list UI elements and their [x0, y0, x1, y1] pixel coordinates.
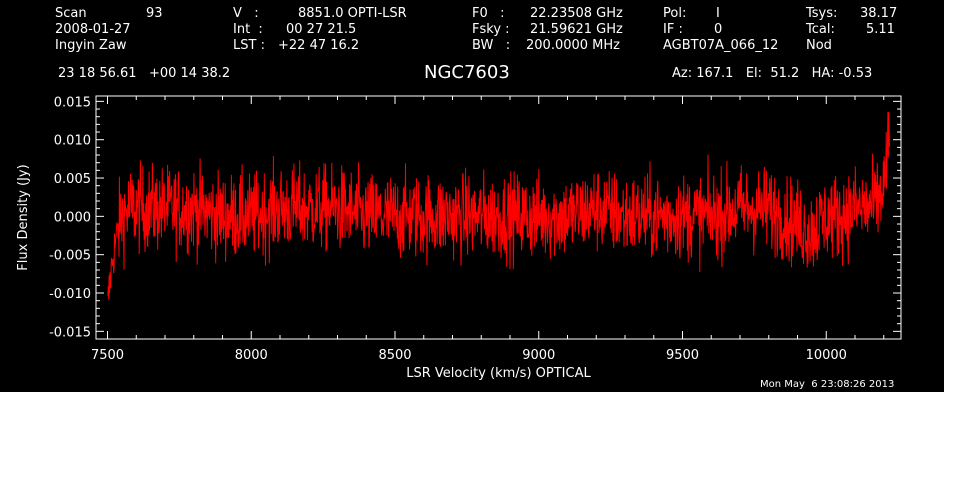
- plot-frame: [95, 95, 902, 340]
- spectrum-trace-layer: [107, 111, 890, 300]
- x-tick-label: 7500: [91, 348, 124, 363]
- y-tick-label: 0.015: [54, 95, 91, 110]
- y-tick-label: 0.000: [54, 210, 91, 225]
- spectrum-chart: 7500 8000 8500 9000 9500 10000 -0.015-0.010-0…: [16, 95, 902, 381]
- observer-name: Ingyin Zaw: [55, 38, 127, 53]
- y-tick-label: -0.015: [49, 325, 91, 340]
- scan-number: 93: [146, 6, 163, 21]
- int-label: Int :: [233, 22, 263, 37]
- pol-label: Pol:: [663, 6, 687, 21]
- plot-timestamp: Mon May 6 23:08:26 2013: [760, 379, 895, 390]
- source-coordinates: 23 18 56.61 +00 14 38.2: [58, 66, 231, 81]
- f0-label: F0 :: [472, 6, 505, 21]
- object-name: NGC7603: [424, 62, 510, 83]
- scan-label: Scan: [55, 6, 87, 21]
- x-tick-label: 8500: [378, 348, 411, 363]
- x-tick-label: 8000: [235, 348, 268, 363]
- tcal-value: 5.11: [866, 22, 895, 37]
- tcal-label: Tcal:: [806, 22, 835, 37]
- velocity-label: V :: [233, 6, 259, 21]
- observation-date: 2008-01-27: [55, 22, 131, 37]
- y-axis-ticks: -0.015 -0.010 -0.005 0.000 0.005 0.010 0.015: [49, 95, 901, 340]
- y-axis-label: Flux Density (Jy): [16, 164, 31, 270]
- if-value: 0: [714, 22, 723, 37]
- lst-value: +22 47 16.2: [278, 38, 360, 53]
- tsys-label: Tsys:: [806, 6, 838, 21]
- fsky-value: 21.59621 GHz: [530, 22, 623, 37]
- if-label: IF :: [663, 22, 683, 37]
- lst-label: LST :: [233, 38, 265, 53]
- spectrum-trace: [107, 111, 890, 300]
- pol-value: I: [716, 6, 720, 21]
- switching-mode: Nod: [806, 38, 832, 53]
- y-tick-label: 0.005: [54, 172, 91, 187]
- x-tick-label: 9000: [522, 348, 555, 363]
- y-tick-label: -0.010: [49, 287, 91, 302]
- x-tick-label: 10000: [806, 348, 847, 363]
- project-id: AGBT07A_066_12: [663, 38, 779, 53]
- x-axis-ticks: 7500 8000 8500 9000 9500 10000: [91, 96, 885, 363]
- tsys-value: 38.17: [860, 6, 898, 21]
- az-el-ha: Az: 167.1 El: 51.2 HA: -0.53: [672, 66, 873, 81]
- f0-value: 22.23508 GHz: [530, 6, 623, 21]
- velocity-value: 8851.0 OPTI-LSR: [298, 6, 407, 21]
- fsky-label: Fsky :: [472, 22, 510, 37]
- bw-label: BW :: [472, 38, 511, 53]
- x-axis-label: LSR Velocity (km/s) OPTICAL: [406, 366, 591, 381]
- bw-value: 200.0000 MHz: [526, 38, 620, 53]
- y-tick-label: 0.010: [54, 134, 91, 149]
- y-tick-label: -0.005: [49, 249, 91, 264]
- x-tick-label: 9500: [666, 348, 699, 363]
- int-value: 00 27 21.5: [286, 22, 357, 37]
